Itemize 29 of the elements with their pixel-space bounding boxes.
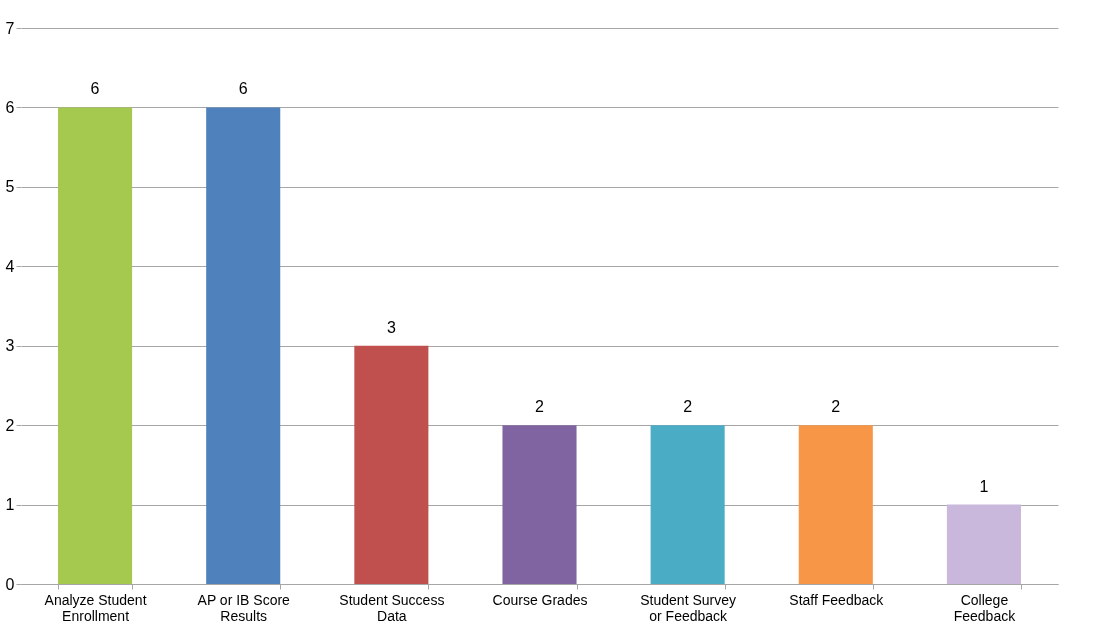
bar [946,504,1021,584]
bar [650,425,725,584]
y-tick-label: 3 [5,337,15,355]
y-tick-label: 4 [5,257,15,275]
data-label: 1 [979,477,989,495]
y-tick-label: 7 [5,19,15,37]
data-label: 6 [90,80,100,98]
x-tick-label: Student Survey or Feedback [640,591,737,624]
x-tick-label: Course Grades [492,591,588,608]
y-tick-label: 5 [5,178,15,196]
data-label: 6 [238,80,248,98]
bar [58,107,133,584]
data-label: 2 [831,398,841,416]
y-tick-label: 1 [5,496,15,514]
y-tick-label: 6 [5,98,15,116]
x-tick-label: Student Success Data [339,591,445,624]
bar [502,425,577,584]
x-tick-label: AP or IB Score Results [197,591,291,624]
bar [206,107,281,584]
data-label: 2 [683,398,693,416]
data-label: 2 [535,398,545,416]
bar [354,345,429,584]
data-label: 3 [386,318,396,336]
x-tick-label: Analyze Student Enrollment [44,591,147,624]
x-tick-label: Staff Feedback [789,591,885,608]
bar [798,425,873,584]
y-tick-label: 0 [5,575,15,593]
x-tick-label: College Feedback [953,591,1017,624]
y-tick-label: 2 [5,416,15,434]
